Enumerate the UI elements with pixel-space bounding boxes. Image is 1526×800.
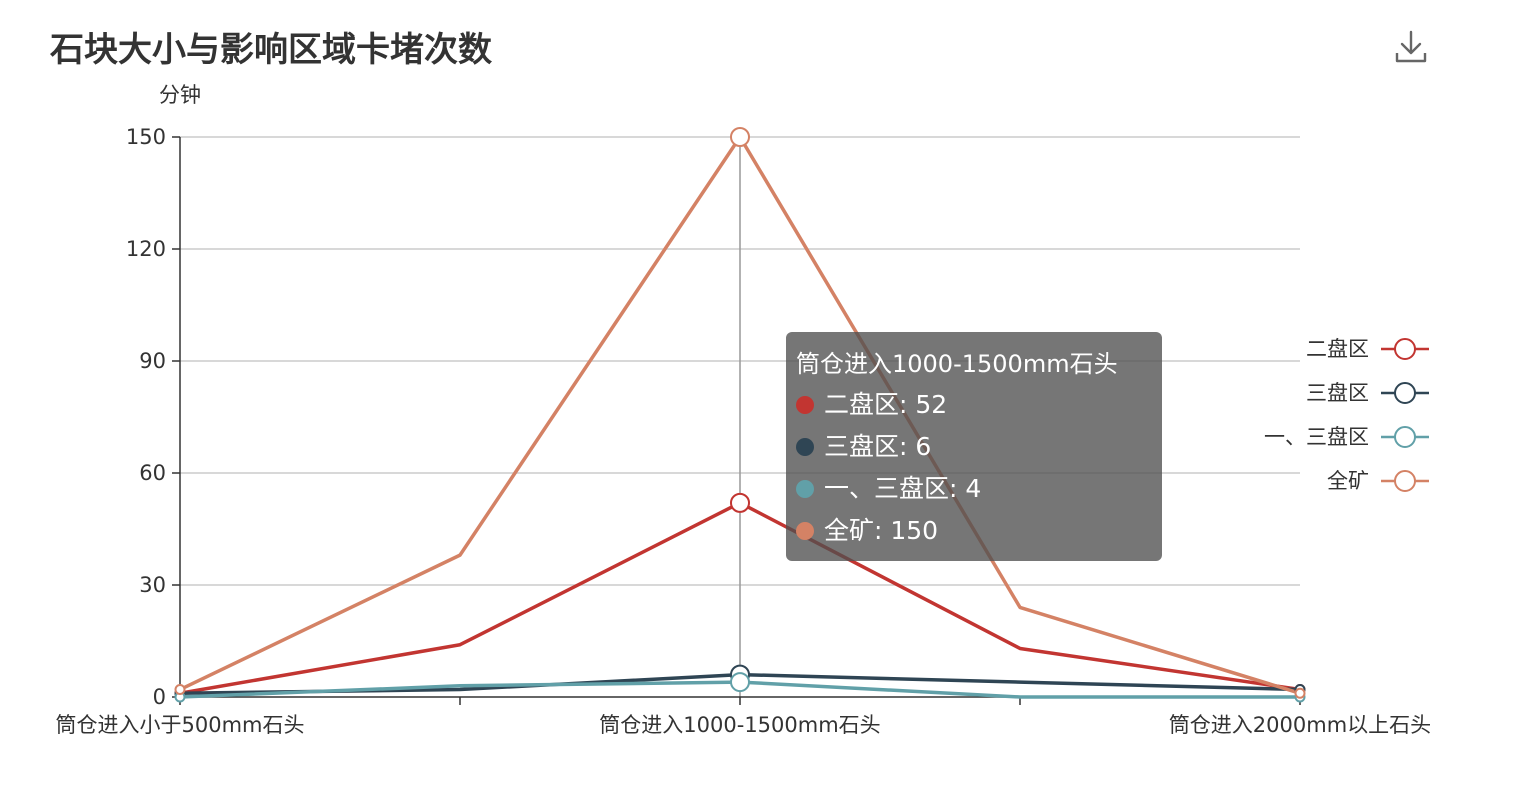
legend-item[interactable]: 全矿 — [1327, 469, 1429, 493]
legend-item[interactable]: 三盘区 — [1306, 381, 1429, 405]
legend-label: 一、三盘区 — [1264, 425, 1369, 449]
x-tick-label: 筒仓进入2000mm以上石头 — [1169, 713, 1431, 737]
download-icon — [1395, 30, 1427, 63]
legend-item[interactable]: 二盘区 — [1306, 337, 1429, 361]
tooltip-row-text: 二盘区: 52 — [824, 390, 948, 419]
y-tick-label: 90 — [139, 349, 166, 373]
data-point[interactable] — [730, 127, 750, 147]
tooltip-title: 筒仓进入1000-1500mm石头 — [796, 350, 1118, 378]
tooltip-row-text: 一、三盘区: 4 — [824, 474, 982, 503]
tooltip-row-text: 全矿: 150 — [824, 516, 939, 545]
data-point[interactable] — [730, 672, 750, 693]
download-button[interactable] — [1392, 28, 1430, 66]
x-tick-label: 筒仓进入小于500mm石头 — [56, 713, 305, 737]
legend-label: 三盘区 — [1306, 381, 1369, 405]
tooltip-row-text: 三盘区: 6 — [824, 432, 932, 461]
legend-marker-icon — [1394, 470, 1416, 492]
y-tick-label: 150 — [126, 125, 166, 149]
legend-marker-icon — [1394, 338, 1416, 360]
legend-marker-icon — [1394, 382, 1416, 404]
tooltip-dot — [796, 522, 814, 540]
legend-item[interactable]: 一、三盘区 — [1264, 425, 1429, 449]
tooltip-row: 一、三盘区: 4 — [796, 468, 1152, 510]
legend-label: 二盘区 — [1306, 337, 1369, 361]
y-tick-label: 120 — [126, 237, 166, 261]
y-axis-name: 分钟 — [159, 83, 201, 107]
y-tick-label: 30 — [139, 573, 166, 597]
tooltip-row: 二盘区: 52 — [796, 384, 1152, 426]
x-tick-label: 筒仓进入1000-1500mm石头 — [599, 713, 880, 737]
y-tick-label: 60 — [139, 461, 166, 485]
chart-title: 石块大小与影响区域卡堵次数 — [50, 30, 492, 70]
data-point[interactable] — [174, 684, 186, 696]
tooltip-dot — [796, 438, 814, 456]
series-lines — [174, 127, 1306, 703]
tooltip-dot — [796, 480, 814, 498]
data-point[interactable] — [730, 492, 750, 513]
tooltip-row: 全矿: 150 — [796, 510, 1152, 552]
y-tick-label: 0 — [153, 685, 166, 709]
tooltip: 筒仓进入1000-1500mm石头 二盘区: 52 三盘区: 6 一、三盘区: … — [786, 332, 1162, 561]
tooltip-row: 三盘区: 6 — [796, 426, 1152, 468]
data-point[interactable] — [1294, 687, 1306, 699]
legend-marker-icon — [1394, 426, 1416, 448]
legend-label: 全矿 — [1327, 469, 1369, 493]
tooltip-dot — [796, 396, 814, 414]
